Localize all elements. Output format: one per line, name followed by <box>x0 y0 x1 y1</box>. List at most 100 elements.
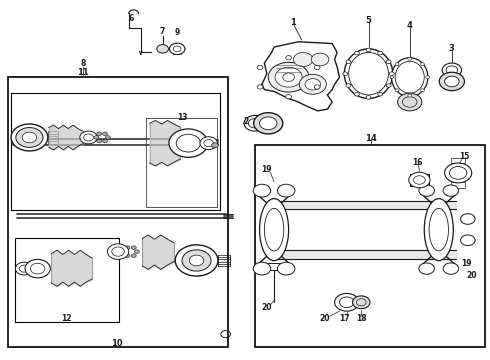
Bar <box>451 158 465 163</box>
Circle shape <box>105 136 110 139</box>
Circle shape <box>408 57 412 60</box>
Text: 13: 13 <box>177 113 187 122</box>
Circle shape <box>170 43 185 54</box>
Circle shape <box>107 244 129 260</box>
Circle shape <box>268 62 309 92</box>
Circle shape <box>439 72 465 91</box>
Circle shape <box>444 76 459 87</box>
Text: 20: 20 <box>319 314 330 323</box>
Circle shape <box>378 51 383 55</box>
Bar <box>11 93 220 210</box>
Circle shape <box>386 84 391 87</box>
Text: 18: 18 <box>356 314 367 323</box>
Ellipse shape <box>395 61 424 93</box>
Bar <box>255 145 485 347</box>
Text: 7: 7 <box>160 27 165 36</box>
Text: 16: 16 <box>412 158 422 167</box>
Circle shape <box>257 85 263 89</box>
Circle shape <box>253 262 270 275</box>
Circle shape <box>426 76 430 78</box>
Circle shape <box>286 55 292 60</box>
Circle shape <box>182 250 211 271</box>
Text: 15: 15 <box>459 153 469 162</box>
Circle shape <box>314 65 320 69</box>
Circle shape <box>386 60 391 64</box>
Polygon shape <box>262 42 340 111</box>
Circle shape <box>244 116 266 131</box>
Text: 12: 12 <box>61 314 72 323</box>
Circle shape <box>395 63 399 66</box>
Circle shape <box>420 63 424 66</box>
Circle shape <box>97 132 101 136</box>
Circle shape <box>420 89 424 92</box>
Text: 14: 14 <box>365 134 377 143</box>
Circle shape <box>395 89 399 92</box>
Circle shape <box>257 65 263 69</box>
Text: 19: 19 <box>462 259 472 268</box>
Circle shape <box>15 262 33 275</box>
Circle shape <box>352 296 370 309</box>
Circle shape <box>343 72 348 76</box>
Circle shape <box>122 250 127 253</box>
Circle shape <box>277 184 295 197</box>
Text: 8: 8 <box>80 59 85 68</box>
Circle shape <box>94 136 98 139</box>
Circle shape <box>311 53 329 66</box>
Circle shape <box>305 78 320 90</box>
Bar <box>410 174 429 186</box>
Text: 4: 4 <box>407 21 413 30</box>
Circle shape <box>22 132 37 143</box>
Bar <box>15 238 119 322</box>
Circle shape <box>80 131 97 144</box>
Circle shape <box>366 96 371 99</box>
Circle shape <box>125 254 130 257</box>
Circle shape <box>314 85 320 89</box>
Circle shape <box>97 139 101 143</box>
Bar <box>8 77 228 347</box>
Circle shape <box>212 143 219 148</box>
Circle shape <box>169 129 208 157</box>
Text: 20: 20 <box>466 271 476 280</box>
Ellipse shape <box>344 49 393 99</box>
Circle shape <box>260 117 277 130</box>
Text: 3: 3 <box>449 44 455 53</box>
Circle shape <box>444 163 472 183</box>
Circle shape <box>335 293 359 311</box>
Circle shape <box>419 185 435 196</box>
Ellipse shape <box>265 208 284 251</box>
Text: 9: 9 <box>174 28 180 37</box>
Ellipse shape <box>392 58 428 97</box>
Circle shape <box>409 172 430 188</box>
Circle shape <box>175 245 218 276</box>
Ellipse shape <box>424 199 453 261</box>
Text: 19: 19 <box>262 165 272 174</box>
Circle shape <box>253 184 270 197</box>
Circle shape <box>346 60 351 64</box>
Circle shape <box>390 72 394 76</box>
Circle shape <box>102 139 107 143</box>
Text: 6: 6 <box>128 14 134 23</box>
Circle shape <box>378 93 383 96</box>
Circle shape <box>277 262 295 275</box>
Circle shape <box>346 84 351 87</box>
Circle shape <box>131 254 136 257</box>
Circle shape <box>135 250 139 253</box>
Circle shape <box>443 185 459 196</box>
Text: 5: 5 <box>366 16 371 25</box>
Circle shape <box>16 127 43 147</box>
Circle shape <box>189 255 204 266</box>
Circle shape <box>419 263 435 274</box>
Circle shape <box>408 94 412 97</box>
Bar <box>146 118 218 207</box>
Circle shape <box>157 45 169 53</box>
Circle shape <box>461 214 475 224</box>
Circle shape <box>443 263 459 274</box>
Circle shape <box>200 137 218 149</box>
Circle shape <box>102 132 107 136</box>
Circle shape <box>125 246 130 249</box>
Circle shape <box>299 75 326 94</box>
Circle shape <box>294 53 313 67</box>
Circle shape <box>25 260 50 278</box>
Circle shape <box>442 63 462 77</box>
Circle shape <box>254 113 283 134</box>
